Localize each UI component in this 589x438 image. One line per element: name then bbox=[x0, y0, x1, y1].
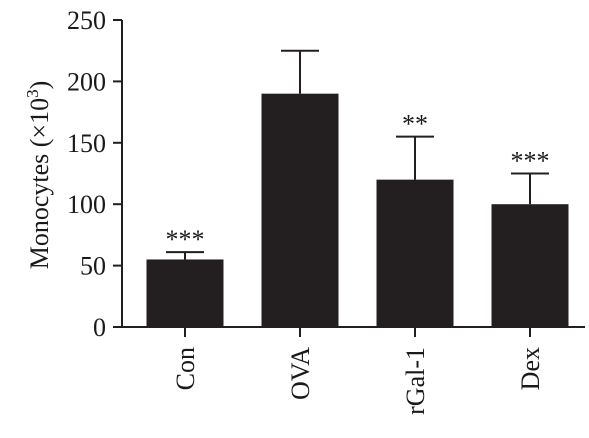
y-tick-label: 100 bbox=[67, 190, 106, 219]
x-category-label: Dex bbox=[516, 347, 545, 390]
y-tick-label: 50 bbox=[80, 252, 106, 281]
x-axis-labels: Con OVA rGal-1 Dex bbox=[171, 327, 545, 415]
y-tick-label: 150 bbox=[67, 129, 106, 158]
significance-label: *** bbox=[511, 147, 550, 176]
x-category-label: Con bbox=[171, 347, 200, 390]
bar-rgal-1 bbox=[376, 179, 454, 327]
x-category-label: OVA bbox=[286, 347, 315, 400]
y-axis-title: Monocytes (×103) bbox=[23, 81, 54, 270]
x-category-label: rGal-1 bbox=[401, 347, 430, 415]
bar-ova bbox=[261, 93, 339, 328]
significance-markers: ******** bbox=[166, 110, 550, 254]
y-axis-title-superscript: 3 bbox=[23, 89, 42, 98]
bars bbox=[146, 93, 569, 328]
significance-label: *** bbox=[166, 225, 205, 254]
y-axis-title-main: Monocytes (×10 bbox=[25, 98, 54, 269]
error-bars bbox=[166, 49, 549, 260]
y-tick-label: 200 bbox=[67, 67, 106, 96]
significance-label: ** bbox=[402, 110, 428, 139]
bar-dex bbox=[491, 204, 569, 327]
bar-con bbox=[146, 259, 224, 327]
y-axis-title-suffix: ) bbox=[25, 81, 54, 90]
y-tick-label: 0 bbox=[93, 313, 106, 342]
y-tick-label: 250 bbox=[67, 6, 106, 35]
